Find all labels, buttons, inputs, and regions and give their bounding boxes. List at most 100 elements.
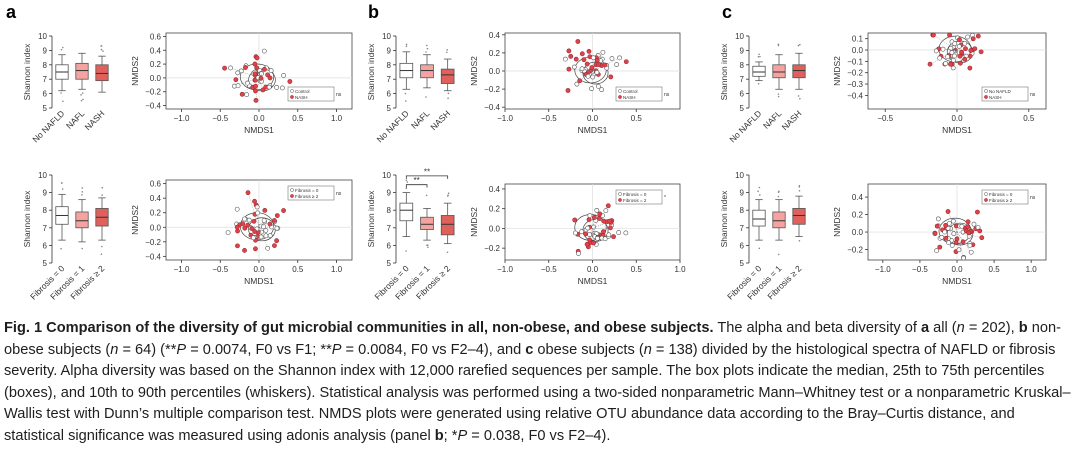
y-tick-label: 7	[43, 224, 48, 233]
y-axis-label: NMDS2	[832, 207, 842, 237]
caption-text: = 0.038, F0 vs F2–4).	[467, 427, 611, 444]
y-tick-label: 0.6	[150, 180, 162, 189]
spider-line	[258, 220, 275, 228]
y-tick-label: 0.0	[489, 67, 501, 76]
point-group-1	[562, 56, 568, 62]
point-group-2	[222, 65, 227, 71]
y-tick-label: 0.0	[489, 224, 501, 233]
caption-n: n	[110, 341, 119, 358]
point-group-2	[566, 66, 572, 72]
bracket-label: **	[414, 176, 420, 185]
spider-line	[234, 77, 260, 87]
point-group-2	[253, 88, 258, 94]
x-tick-label: 0.0	[253, 114, 265, 123]
legend-significance: ns	[664, 92, 670, 98]
spider-line	[588, 219, 593, 229]
x-tick-label: 0.0	[587, 114, 599, 123]
outlier-point	[406, 181, 409, 183]
y-axis-label: NMDS2	[469, 56, 479, 86]
box-2: Fibrosis ≥ 2	[765, 185, 806, 300]
y-tick-label: 5	[43, 104, 48, 113]
caption-title: Fig. 1 Comparison of the diversity of gu…	[4, 320, 714, 336]
point-group-1	[265, 245, 271, 251]
point-group-1	[574, 81, 580, 87]
point-group-2	[565, 88, 571, 93]
box-body	[420, 216, 434, 230]
point-group-1	[942, 229, 948, 235]
point-group-1	[576, 251, 581, 256]
x-tick-label: 0.5	[1023, 114, 1035, 123]
legend-label-2: Fibrosis ≥ 2	[989, 198, 1013, 203]
legend-label-1: Fibrosis = 0	[989, 192, 1013, 197]
bracket-line	[405, 184, 428, 188]
legend-marker-1	[290, 188, 294, 192]
point-group-2	[233, 77, 239, 83]
outlier-point	[100, 253, 103, 255]
y-tick-label: 0.4	[489, 31, 501, 40]
point-group-1	[571, 64, 577, 70]
caption-text: = 0.0084, F0 vs F2–4), and	[341, 341, 526, 358]
point-group-2	[975, 209, 980, 215]
outlier-point	[758, 186, 761, 189]
outlier-point	[758, 194, 761, 196]
point-group-2	[258, 75, 264, 81]
point-group-2	[252, 229, 258, 234]
significance-bracket-0: **	[405, 176, 428, 188]
scatter-points	[222, 48, 293, 103]
point-group-1	[946, 220, 952, 226]
point-group-1	[587, 213, 593, 218]
y-tick-label: 7	[740, 75, 745, 84]
caption-text: all (	[929, 320, 957, 336]
point-group-2	[967, 65, 973, 71]
y-tick-label: 10	[38, 171, 47, 180]
outlier-point	[757, 55, 760, 58]
legend-marker-1	[618, 89, 622, 93]
point-group-1	[246, 217, 252, 223]
outlier-point	[81, 193, 83, 196]
caption-ref-b: b	[434, 427, 444, 444]
legend-label-2: NASH	[295, 95, 308, 100]
point-group-2	[962, 56, 968, 62]
point-group-1	[616, 230, 622, 235]
legend-box	[615, 86, 663, 102]
outlier-point	[60, 48, 63, 51]
point-group-2	[253, 97, 259, 103]
box-2: NASH	[83, 45, 109, 132]
category-label: NAFL	[64, 108, 87, 131]
caption-text: obese subjects (	[533, 341, 644, 358]
spider-line	[592, 228, 606, 239]
x-tick-label: −1.0	[174, 265, 190, 274]
y-tick-label: 8	[740, 61, 745, 70]
outlier-point	[61, 182, 63, 184]
point-group-2	[584, 241, 590, 247]
point-group-2	[963, 46, 968, 52]
y-tick-label: 0.2	[150, 209, 162, 218]
point-group-1	[603, 208, 609, 214]
point-group-2	[945, 209, 951, 214]
point-group-2	[251, 218, 257, 224]
box-body	[752, 209, 766, 227]
point-group-2	[967, 53, 973, 59]
legend-marker-1	[984, 89, 988, 93]
outlier-point	[80, 94, 82, 96]
legend-significance: *	[664, 195, 666, 201]
point-group-2	[957, 60, 963, 66]
point-group-2	[602, 62, 608, 68]
box-0: No NAFLD	[727, 53, 766, 144]
point-group-2	[575, 39, 581, 44]
bracket-line	[405, 175, 449, 179]
x-tick-label: −0.5	[212, 265, 228, 274]
category-label: No NAFLD	[727, 108, 763, 144]
point-group-2	[979, 235, 985, 241]
box-body	[792, 208, 806, 225]
point-group-2	[970, 36, 976, 42]
point-group-1	[258, 234, 264, 240]
y-tick-label: 6	[387, 90, 392, 99]
point-group-1	[600, 49, 606, 55]
point-group-2	[252, 71, 258, 77]
legend-label-1: Fibrosis = 0	[295, 188, 319, 193]
y-tick-label: −0.4	[484, 103, 500, 112]
